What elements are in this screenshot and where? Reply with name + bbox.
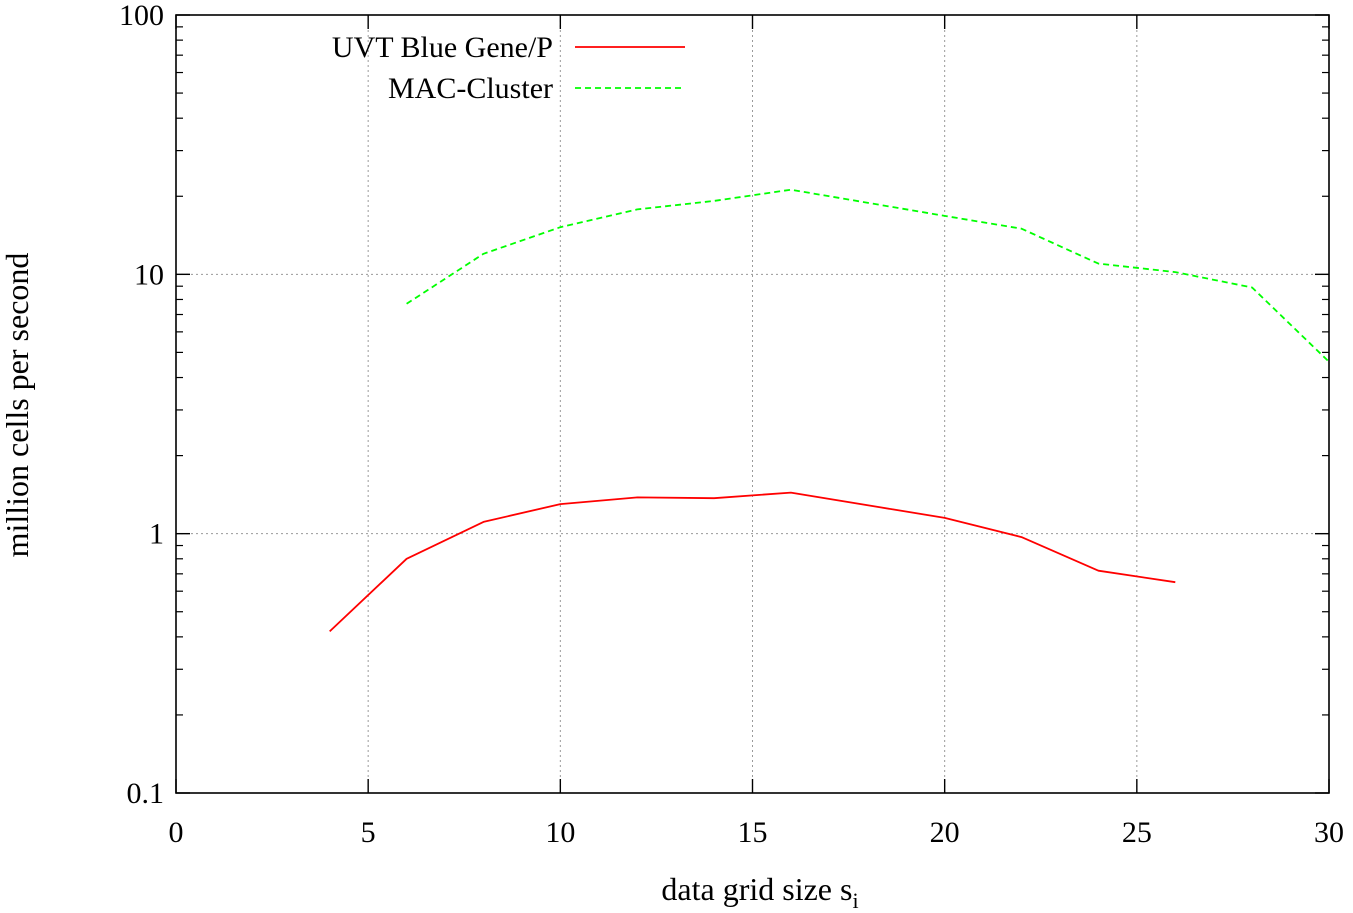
x-axis-label: data grid size si bbox=[661, 871, 858, 913]
x-tick-label: 25 bbox=[1122, 816, 1152, 849]
series-line-1 bbox=[406, 188, 1330, 363]
y-axis-label: million cells per second bbox=[0, 253, 35, 558]
grid-lines bbox=[176, 15, 1329, 793]
legend-label: UVT Blue Gene/P bbox=[332, 31, 553, 64]
series-lines bbox=[329, 188, 1330, 633]
y-tick-label: 1 bbox=[149, 518, 164, 551]
x-tick-label: 30 bbox=[1314, 816, 1344, 849]
x-tick-label: 10 bbox=[545, 816, 575, 849]
x-tick-label: 15 bbox=[738, 816, 768, 849]
y-tick-label: 100 bbox=[119, 0, 164, 32]
x-tick-label: 5 bbox=[361, 816, 376, 849]
plot-frame bbox=[175, 14, 1330, 794]
x-axis-label-subscript: i bbox=[852, 888, 858, 913]
x-tick-labels: 0 5 10 15 20 25 30 bbox=[169, 816, 1345, 849]
x-axis-label-main: data grid size s bbox=[661, 871, 852, 907]
x-tick-label: 20 bbox=[930, 816, 960, 849]
legend-label: MAC-Cluster bbox=[388, 72, 553, 105]
y-tick-label: 0.1 bbox=[127, 777, 165, 810]
y-tick-label: 10 bbox=[134, 258, 164, 291]
series-line-0 bbox=[329, 491, 1176, 633]
y-tick-labels: 0.1 1 10 100 bbox=[119, 0, 164, 810]
x-tick-label: 0 bbox=[169, 816, 184, 849]
legend: UVT Blue Gene/P MAC-Cluster bbox=[332, 31, 685, 105]
